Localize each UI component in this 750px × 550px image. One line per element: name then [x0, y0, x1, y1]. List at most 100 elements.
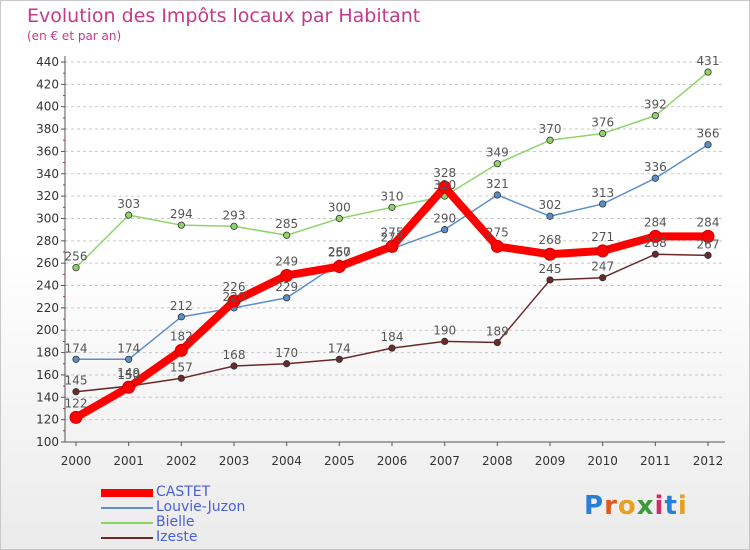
legend-swatch — [101, 522, 153, 524]
x-tick-label: 2007 — [429, 454, 460, 468]
x-tick-label: 2004 — [271, 454, 302, 468]
y-tick-label: 120 — [36, 413, 59, 427]
data-point — [599, 200, 607, 208]
data-point — [599, 274, 607, 282]
x-tick-label: 2012 — [693, 454, 724, 468]
data-label: 174 — [65, 341, 88, 355]
data-label: 271 — [591, 230, 614, 244]
data-label: 149 — [117, 366, 140, 380]
x-tick-label: 2006 — [377, 454, 408, 468]
data-point — [701, 229, 715, 243]
data-point — [177, 313, 185, 321]
y-tick-label: 360 — [36, 144, 59, 158]
y-tick-label: 380 — [36, 122, 59, 136]
data-label: 145 — [65, 374, 88, 388]
x-tick-label: 2002 — [166, 454, 197, 468]
data-label: 273 — [381, 231, 404, 245]
data-label: 321 — [486, 177, 509, 191]
y-tick-label: 240 — [36, 279, 59, 293]
data-label: 170 — [275, 346, 298, 360]
data-point — [177, 374, 185, 382]
data-label: 182 — [170, 329, 193, 343]
legend: CASTET Louvie-Juzon Bielle Izeste — [101, 484, 321, 545]
data-label: 174 — [328, 341, 351, 355]
logo-letter: i — [677, 491, 688, 521]
x-tick-label: 2000 — [61, 454, 92, 468]
legend-swatch — [101, 537, 153, 539]
data-label: 284 — [697, 215, 720, 229]
data-label: 303 — [117, 197, 140, 211]
data-point — [280, 268, 294, 282]
y-tick-label: 160 — [36, 368, 59, 382]
data-point — [69, 410, 83, 424]
data-label: 150 — [117, 368, 140, 382]
data-label: 268 — [539, 233, 562, 247]
data-label: 275 — [486, 225, 509, 239]
data-point — [332, 260, 346, 274]
data-label: 285 — [275, 217, 298, 231]
data-label: 370 — [539, 122, 562, 136]
logo-letter: i — [654, 491, 665, 521]
data-label: 349 — [486, 146, 509, 160]
data-point — [335, 355, 343, 363]
data-point — [125, 211, 133, 219]
data-label: 184 — [381, 330, 404, 344]
data-point — [72, 388, 80, 396]
data-point — [543, 247, 557, 261]
x-tick-label: 2011 — [640, 454, 671, 468]
x-tick-label: 2003 — [219, 454, 250, 468]
chart-subtitle: (en € et par an) — [27, 29, 122, 43]
y-tick-label: 180 — [36, 346, 59, 360]
data-label: 310 — [381, 189, 404, 203]
x-tick-label: 2005 — [324, 454, 355, 468]
data-point — [283, 360, 291, 368]
data-point — [283, 294, 291, 302]
proxiti-logo: Proxiti — [584, 491, 688, 521]
y-tick-label: 280 — [36, 234, 59, 248]
legend-item-bielle: Bielle — [101, 514, 321, 530]
legend-swatch — [101, 507, 153, 509]
data-label: 257 — [328, 246, 351, 260]
data-label: 168 — [223, 348, 246, 362]
legend-item-izeste: Izeste — [101, 529, 321, 545]
data-point — [441, 337, 449, 346]
data-point — [335, 214, 343, 223]
y-tick-label: 300 — [36, 211, 59, 225]
data-label: 260 — [328, 245, 351, 259]
logo-letter: o — [617, 491, 637, 521]
data-point — [648, 229, 662, 243]
chart-title: Evolution des Impôts locaux par Habitant — [27, 5, 421, 27]
data-point — [493, 160, 501, 168]
data-label: 122 — [65, 396, 88, 410]
data-point — [546, 276, 554, 284]
data-point — [388, 344, 396, 352]
data-point — [283, 231, 291, 239]
y-tick-label: 440 — [36, 55, 59, 69]
y-tick-label: 260 — [36, 256, 59, 270]
data-point — [230, 362, 238, 370]
data-label: 157 — [170, 360, 193, 374]
data-label: 392 — [644, 98, 667, 112]
data-point — [493, 338, 501, 347]
x-tick-label: 2001 — [113, 454, 144, 468]
data-point — [125, 355, 133, 363]
data-label: 300 — [328, 200, 351, 214]
y-tick-label: 200 — [36, 323, 59, 337]
legend-label: Louvie-Juzon — [156, 499, 246, 515]
data-label: 328 — [433, 166, 456, 180]
legend-label: Bielle — [156, 514, 195, 530]
data-point — [651, 250, 659, 258]
data-point — [438, 180, 452, 194]
data-label: 220 — [223, 290, 246, 304]
data-label: 174 — [117, 341, 140, 355]
data-label: 294 — [170, 207, 193, 221]
y-tick-label: 100 — [36, 435, 59, 449]
data-point — [122, 380, 136, 394]
data-label: 226 — [223, 280, 246, 294]
data-point — [385, 239, 399, 253]
data-label: 212 — [170, 299, 193, 313]
data-point — [388, 203, 396, 211]
x-tick-label: 2010 — [587, 454, 618, 468]
logo-letter: r — [604, 491, 618, 521]
data-label: 313 — [591, 186, 614, 200]
